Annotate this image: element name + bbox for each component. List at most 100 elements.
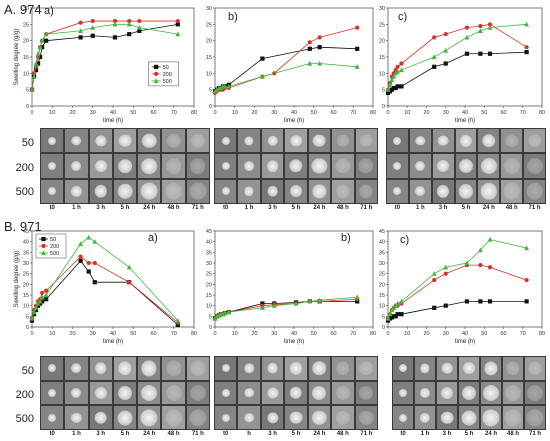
- sample-disc: [420, 363, 430, 373]
- data-point-50: [478, 299, 483, 304]
- data-point-500: [443, 264, 449, 270]
- sample-photo: [432, 179, 454, 203]
- data-point-50: [443, 61, 448, 66]
- data-point-200: [464, 25, 470, 30]
- y-tick-label: 35: [379, 250, 385, 256]
- sample-photo: [332, 406, 354, 429]
- sample-disc: [71, 363, 82, 374]
- data-point-200: [487, 22, 493, 27]
- y-tick-label: 20: [379, 282, 385, 288]
- x-tick-label: 60: [500, 110, 506, 116]
- series-line-500: [214, 63, 358, 92]
- sample-disc: [244, 161, 255, 171]
- data-point-50: [29, 318, 35, 323]
- data-point-50: [464, 51, 470, 56]
- sample-disc: [189, 182, 207, 200]
- sample-disc: [289, 362, 303, 375]
- data-point-500: [175, 318, 181, 323]
- sample-disc: [48, 364, 57, 373]
- sample-disc: [189, 409, 207, 427]
- sample-photo: [387, 179, 408, 203]
- sample-disc: [221, 413, 230, 422]
- sample-disc: [48, 136, 57, 145]
- sample-disc: [164, 409, 183, 427]
- sample-disc: [117, 410, 133, 426]
- data-point-500: [39, 294, 45, 300]
- sample-photo: [162, 154, 185, 178]
- sample-disc: [336, 184, 350, 198]
- sample-disc: [312, 410, 327, 425]
- sample-photo: [308, 154, 331, 178]
- data-point-200: [92, 260, 97, 266]
- data-point-500: [487, 236, 493, 242]
- x-axis-label: time (h): [103, 118, 123, 124]
- x-tick-label: 50: [311, 331, 317, 337]
- x-tick-label: 40: [291, 110, 297, 116]
- x-tick-label: 10: [49, 331, 55, 337]
- y-tick-label: 5: [382, 314, 385, 320]
- data-point-500: [35, 51, 41, 56]
- data-point-500: [478, 28, 483, 33]
- data-point-500: [260, 305, 265, 310]
- y-tick-label: 10: [206, 71, 212, 77]
- time-label: 24 h: [482, 205, 495, 211]
- x-tick-label: 70: [171, 110, 177, 116]
- x-tick-label: 80: [539, 331, 545, 337]
- sample-photo: [89, 179, 112, 203]
- row-label-50-a: 50: [21, 137, 34, 149]
- data-point-500: [31, 74, 37, 79]
- sample-disc: [393, 161, 402, 170]
- x-tick-label: 0: [386, 331, 389, 337]
- sample-photo: [215, 179, 237, 203]
- sample-photo: [215, 154, 237, 178]
- time-label: h: [247, 431, 251, 437]
- data-point-200: [127, 18, 132, 24]
- data-point-500: [271, 303, 277, 308]
- sample-photo: [393, 406, 413, 429]
- chart-A-a: 0 10 20 30 40 50 60 70 80 0 5 10 15 20 25 30 time (h) Swe…: [14, 5, 197, 124]
- data-point-500: [136, 25, 142, 30]
- sample-photo: [459, 381, 479, 405]
- sample-photo: [355, 179, 377, 203]
- sample-disc: [117, 385, 132, 400]
- data-point-500: [391, 74, 397, 79]
- y-tick-label: 30: [379, 6, 385, 12]
- data-point-50: [487, 51, 493, 56]
- panel-b-title: B. 971: [4, 219, 42, 234]
- sample-photo: [113, 406, 137, 429]
- sample-photo: [41, 357, 64, 380]
- y-tick-label: 40: [23, 240, 29, 246]
- x-axis-label: time (h): [455, 339, 475, 345]
- sample-disc: [480, 183, 498, 200]
- sample-photo: [162, 357, 185, 380]
- data-point-500: [43, 292, 49, 298]
- sample-disc: [266, 160, 279, 172]
- sample-disc: [335, 158, 351, 174]
- sample-disc: [118, 361, 132, 376]
- data-point-500: [33, 60, 39, 66]
- sample-photo: [308, 179, 331, 203]
- panel-letter: c): [398, 11, 407, 23]
- sample-disc: [244, 363, 254, 374]
- y-tick-label: 30: [23, 6, 29, 12]
- data-point-500: [222, 310, 228, 316]
- time-label: t0: [223, 431, 229, 437]
- sample-disc: [267, 387, 279, 399]
- x-tick-label: 20: [423, 331, 429, 337]
- x-tick-label: 30: [443, 110, 449, 116]
- sample-photo: [503, 357, 523, 380]
- x-tick-label: 50: [311, 110, 317, 116]
- x-tick-label: 60: [500, 331, 506, 337]
- x-tick-label: 30: [271, 331, 277, 337]
- sample-photo: [478, 129, 500, 153]
- data-point-50: [33, 67, 39, 73]
- sample-disc: [94, 362, 107, 375]
- x-axis-label: time (h): [284, 339, 304, 345]
- sample-disc: [312, 184, 327, 198]
- data-point-50: [112, 35, 118, 40]
- y-axis-label: Swelling degree (g/g): [14, 29, 20, 86]
- x-tick-label: 10: [404, 331, 410, 337]
- sample-disc: [94, 160, 107, 172]
- sample-photo: [261, 381, 284, 405]
- sample-disc: [165, 158, 182, 174]
